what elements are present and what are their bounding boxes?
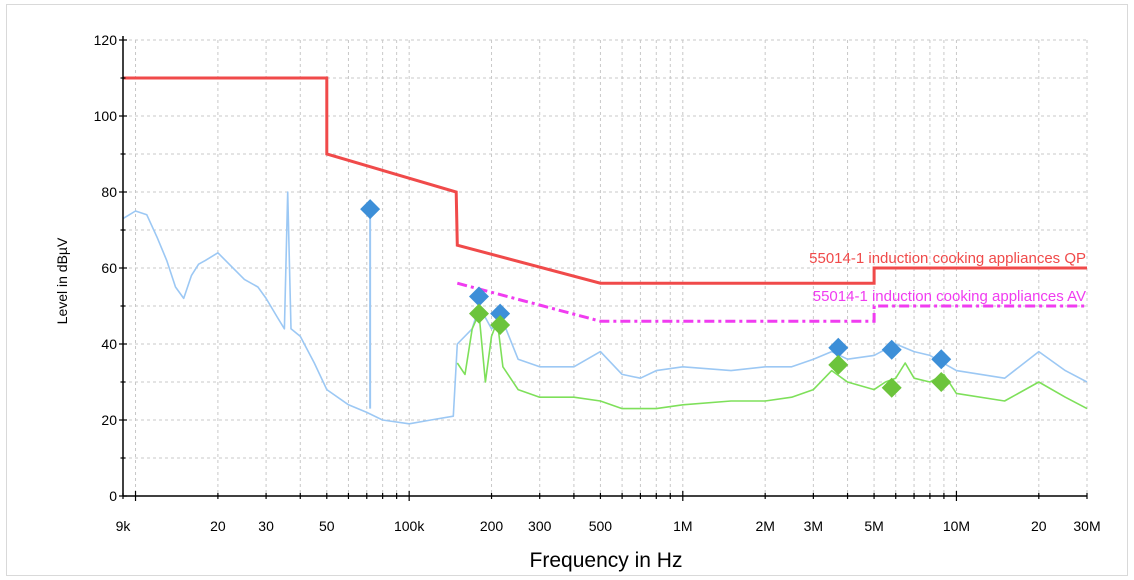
y-tick-label: 20 — [101, 412, 117, 428]
chart-frame — [6, 4, 1128, 576]
av-marker — [828, 354, 849, 375]
labels: 55014-1 induction cooking appliances QP 5… — [94, 32, 1101, 534]
av-marker — [881, 377, 902, 398]
limit-lines — [123, 76, 1087, 323]
limit-label-qp: 55014-1 induction cooking appliances QP — [809, 250, 1086, 267]
x-tick-label: 3M — [804, 518, 823, 534]
av-marker — [469, 303, 490, 324]
av-marker — [490, 315, 511, 335]
trace-1 — [122, 191, 1088, 425]
limit-line-qp — [123, 76, 1087, 285]
y-tick-label: 80 — [101, 184, 117, 200]
markers — [360, 199, 952, 398]
x-tick-label: 50 — [319, 518, 335, 534]
x-tick-label: 2M — [755, 518, 774, 534]
x-tick-label: 5M — [864, 518, 883, 534]
x-tick-label: 20 — [210, 518, 226, 534]
qp-marker — [469, 286, 490, 307]
x-tick-label: 500 — [589, 518, 613, 534]
x-tick-label: 30 — [258, 518, 274, 534]
x-tick-label: 100k — [394, 518, 425, 534]
av-marker — [931, 372, 952, 392]
x-axis-title: Frequency in Hz — [530, 549, 683, 572]
axes — [119, 36, 1088, 501]
limit-label-av: 55014-1 induction cooking appliances AV — [813, 288, 1086, 305]
y-tick-label: 100 — [94, 108, 118, 124]
qp-marker — [881, 339, 902, 360]
x-tick-label: 9k — [116, 518, 132, 534]
y-tick-label: 60 — [101, 260, 117, 276]
x-tick-label: 1M — [673, 518, 692, 534]
qp-marker — [828, 337, 849, 358]
x-tick-label: 30M — [1073, 518, 1100, 534]
qp-marker — [490, 303, 511, 324]
qp-marker — [931, 349, 952, 370]
y-tick-label: 0 — [109, 488, 117, 504]
y-tick-label: 120 — [94, 32, 118, 48]
x-tick-label: 20 — [1031, 518, 1047, 534]
x-tick-label: 10M — [943, 518, 970, 534]
y-tick-label: 40 — [101, 336, 117, 352]
x-tick-label: 200 — [480, 518, 504, 534]
y-axis-title: Level in dBµV — [54, 237, 70, 324]
x-tick-label: 300 — [528, 518, 552, 534]
trace-2 — [456, 312, 1088, 410]
limit-line-av — [456, 281, 1087, 323]
qp-marker — [360, 199, 381, 220]
